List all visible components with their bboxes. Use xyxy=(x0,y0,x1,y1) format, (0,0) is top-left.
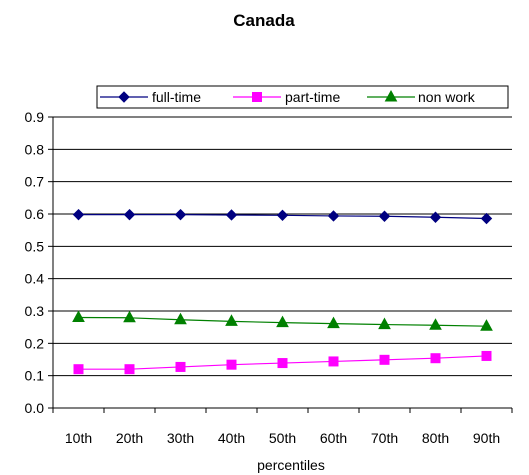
data-point xyxy=(123,310,136,323)
y-tick-labels: 0.0 0.1 0.2 0.3 0.4 0.5 0.6 0.7 0.8 0.9 xyxy=(25,109,45,416)
data-point xyxy=(226,359,237,370)
data-point xyxy=(429,211,442,223)
x-tick-label: 10th xyxy=(65,430,92,446)
legend-label: non work xyxy=(418,89,476,105)
gridlines xyxy=(53,116,512,377)
y-tick-label: 0.7 xyxy=(25,174,45,190)
series-full-time xyxy=(72,208,493,225)
y-tick-label: 0.0 xyxy=(25,400,45,416)
data-point xyxy=(174,208,187,221)
data-point xyxy=(430,353,441,364)
data-point xyxy=(276,209,289,222)
plot-area: 0.0 0.1 0.2 0.3 0.4 0.5 0.6 0.7 0.8 0.9 10th 20th 3… xyxy=(25,109,513,446)
data-point xyxy=(480,212,493,225)
data-point xyxy=(327,316,340,329)
x-axis-label: percentiles xyxy=(257,457,325,473)
y-tick-label: 0.1 xyxy=(25,368,45,384)
data-point xyxy=(429,318,442,330)
series-non-work xyxy=(72,310,493,331)
data-point xyxy=(175,361,186,372)
y-tick-label: 0.3 xyxy=(25,303,45,319)
data-point xyxy=(225,209,238,221)
data-point xyxy=(72,310,85,322)
x-tick-label: 70th xyxy=(371,430,398,446)
data-point xyxy=(174,312,187,325)
data-point xyxy=(328,356,339,367)
legend-item: part-time xyxy=(233,89,340,105)
y-tick-label: 0.6 xyxy=(25,206,45,222)
x-tick-label: 90th xyxy=(473,430,500,446)
legend-marker xyxy=(384,89,398,102)
legend-box xyxy=(96,85,509,109)
x-tick-label: 40th xyxy=(218,430,245,446)
x-tick-label: 30th xyxy=(167,430,194,446)
legend-item: non work xyxy=(367,89,476,105)
data-point xyxy=(72,208,85,221)
data-point xyxy=(379,354,390,365)
axes xyxy=(48,116,513,413)
legend: full-time part-time non work xyxy=(96,85,509,109)
data-point xyxy=(327,210,340,222)
y-tick-label: 0.8 xyxy=(25,141,45,157)
data-point xyxy=(378,317,391,330)
x-tick-label: 20th xyxy=(116,430,143,446)
data-point xyxy=(73,364,84,375)
data-point xyxy=(276,315,289,328)
data-point xyxy=(225,314,238,326)
data-point xyxy=(124,364,135,375)
data-point xyxy=(277,358,288,369)
data-point xyxy=(123,208,136,221)
data-point xyxy=(480,319,493,331)
chart-title: Canada xyxy=(233,11,295,30)
legend-marker xyxy=(118,91,130,103)
legend-item: full-time xyxy=(100,89,201,105)
x-tick-label: 50th xyxy=(269,430,296,446)
data-point xyxy=(481,350,492,361)
x-tick-label: 80th xyxy=(422,430,449,446)
x-tick-label: 60th xyxy=(320,430,347,446)
legend-marker xyxy=(252,92,262,102)
legend-label: part-time xyxy=(285,89,340,105)
y-tick-label: 0.5 xyxy=(25,238,45,254)
y-tick-label: 0.2 xyxy=(25,335,45,351)
data-point xyxy=(378,210,391,222)
y-tick-label: 0.9 xyxy=(25,109,45,125)
series-part-time xyxy=(73,350,492,375)
legend-label: full-time xyxy=(152,89,201,105)
x-tick-labels: 10th 20th 30th 40th 50th 60th 70th 80th 90th xyxy=(65,430,500,446)
y-tick-label: 0.4 xyxy=(25,271,45,287)
series-group xyxy=(72,208,493,375)
